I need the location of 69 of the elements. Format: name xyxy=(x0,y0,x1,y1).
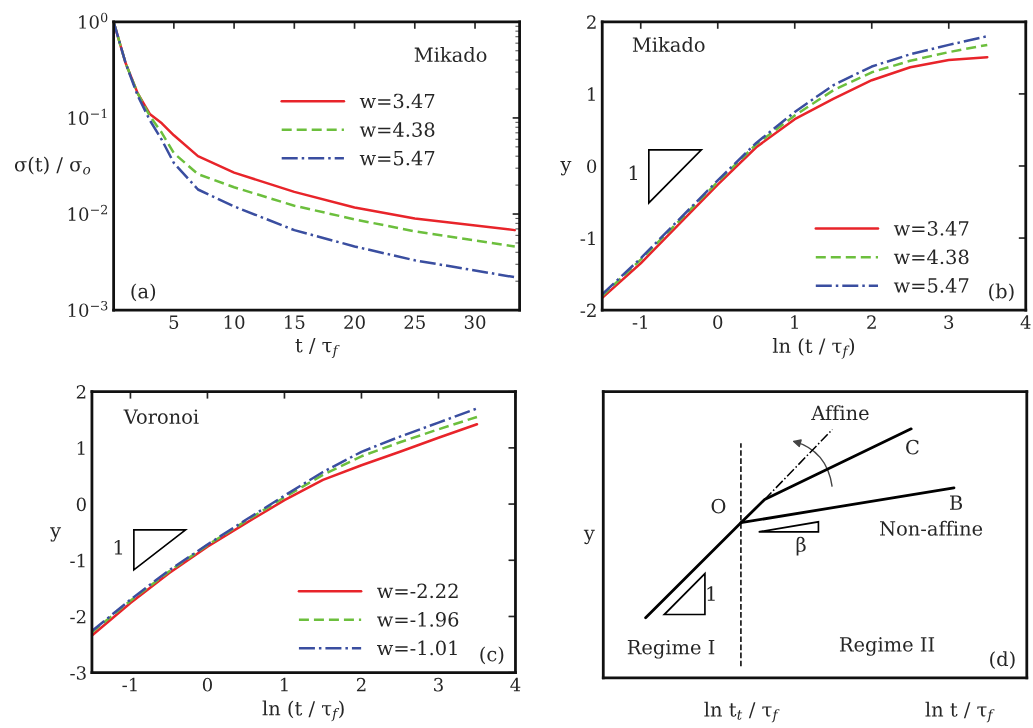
legend-label: w=5.47 xyxy=(359,150,435,166)
y-axis-title: y xyxy=(50,527,62,542)
x-tick-label: 20 xyxy=(344,315,365,329)
annotation: Voronoi xyxy=(123,409,199,424)
x-tick-label: 1 xyxy=(791,315,798,329)
annotation: Mikado xyxy=(414,47,487,63)
x-tick-label: -1 xyxy=(632,315,647,329)
y-tick-label: -1 xyxy=(70,553,85,568)
x-tick-label: 25 xyxy=(404,315,425,329)
x-tick-label: 5 xyxy=(169,315,179,329)
annotation: 1 xyxy=(114,539,123,555)
text: Regime I xyxy=(627,639,715,659)
annotation: (c) xyxy=(480,646,504,665)
legend-label: w=3.47 xyxy=(359,93,435,109)
x-tick-label: 1 xyxy=(280,677,288,692)
text: B xyxy=(950,495,963,510)
legend-label: w=-1.96 xyxy=(377,612,459,627)
x-tick-label: 10 xyxy=(224,315,245,329)
y-tick-label: 2 xyxy=(587,15,596,29)
x-tick-label: 0 xyxy=(202,677,212,692)
y-tick-label: -2 xyxy=(70,609,86,624)
y-axis-title: y xyxy=(560,160,572,176)
x-axis-title: ln (t / τ$_{f}$) xyxy=(772,338,855,359)
y-tick-label: 0 xyxy=(76,497,86,512)
annotation: 1 xyxy=(629,165,637,180)
y-tick-label: 10$^{−1}$ xyxy=(68,108,107,125)
text: Non-affine xyxy=(880,520,983,536)
x-tick-label: -1 xyxy=(122,677,137,692)
x-tick-label: 4 xyxy=(510,677,521,692)
text: C xyxy=(906,439,919,455)
x-tick-label: 4 xyxy=(1020,315,1031,329)
y-tick-label: -3 xyxy=(70,666,86,680)
y-tick-label: -2 xyxy=(580,303,596,317)
text: (d) xyxy=(990,651,1015,669)
text: β xyxy=(796,536,806,556)
y-axis-title: σ(t) / σ$_{o}$ xyxy=(14,156,91,175)
x-tick-label: 3 xyxy=(434,677,443,692)
x-axis-title: t / τ$_{f}$ xyxy=(295,338,340,359)
x-tick-label: 0 xyxy=(713,315,723,329)
text: O xyxy=(711,498,726,514)
text: Regime II xyxy=(839,637,935,656)
annotation: Mikado xyxy=(632,36,705,52)
text: 1 xyxy=(707,586,715,601)
y-tick-label: -1 xyxy=(580,231,595,245)
text: ln t / τ$_{f}$ xyxy=(925,701,995,723)
annotation: (a) xyxy=(131,283,156,302)
text: ln t$_{t}$ / τ$_{f}$ xyxy=(704,701,780,723)
legend-label: w=-2.22 xyxy=(377,583,458,599)
text: Affine xyxy=(811,405,869,421)
legend-label: w=3.47 xyxy=(893,220,969,236)
x-tick-label: 2 xyxy=(356,677,366,692)
annotation: (b) xyxy=(989,283,1014,302)
y-tick-label: 10$^{0}$ xyxy=(79,12,108,29)
x-axis-title: ln (t / τ$_{f}$) xyxy=(262,700,344,722)
x-tick-label: 3 xyxy=(944,315,954,329)
y-tick-label: 0 xyxy=(587,159,597,174)
legend-label: w=5.47 xyxy=(893,278,969,293)
y-tick-label: 2 xyxy=(76,385,86,399)
y-tick-label: 1 xyxy=(588,87,595,101)
y-tick-label: 10$^{−2}$ xyxy=(68,204,108,222)
legend-label: w=4.38 xyxy=(359,122,435,137)
x-tick-label: 15 xyxy=(285,315,305,329)
text: y xyxy=(583,529,595,545)
legend-label: w=-1.01 xyxy=(377,640,457,656)
legend-label: w=4.38 xyxy=(893,249,969,265)
x-tick-label: 30 xyxy=(464,315,486,329)
y-tick-label: 10$^{−3}$ xyxy=(68,300,108,318)
x-tick-label: 2 xyxy=(867,315,876,329)
y-tick-label: 1 xyxy=(77,441,85,455)
